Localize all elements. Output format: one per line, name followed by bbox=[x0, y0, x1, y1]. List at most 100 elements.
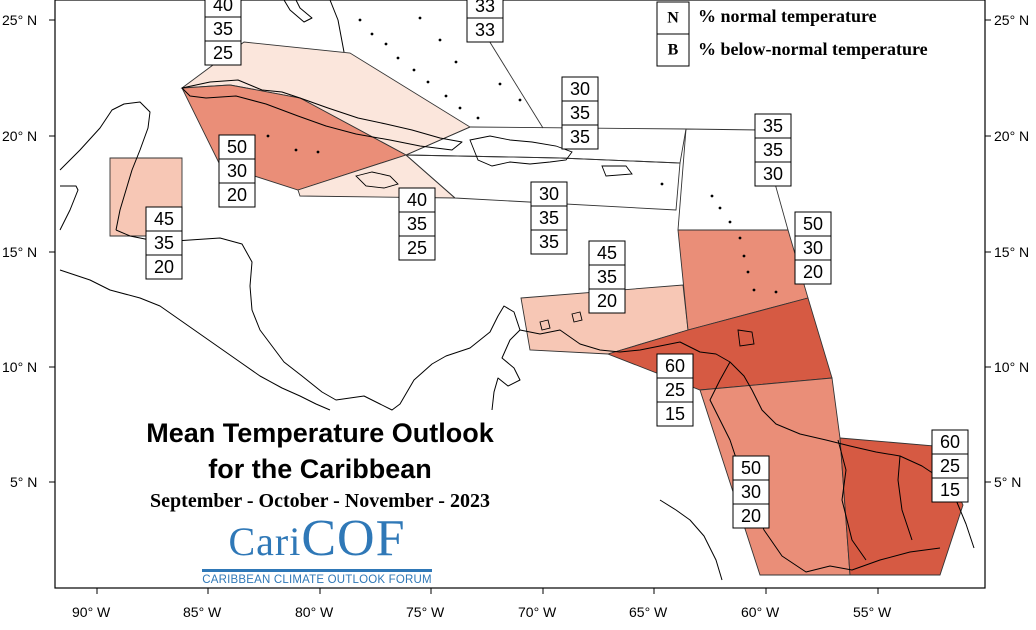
prob-box-hispaniola: 30 35 35 bbox=[561, 76, 599, 150]
lon-label-65: 65° W bbox=[629, 604, 668, 620]
coastlines bbox=[59, 0, 975, 581]
coast-gulf bbox=[329, 0, 345, 53]
latitude-axis: 25° N 20° N 15° N 10° N 5° N 25° N 20° N… bbox=[2, 12, 1029, 490]
prob-box-windwards: 50 30 20 bbox=[794, 211, 832, 285]
prob-above: 45 bbox=[154, 209, 174, 229]
prob-above: 40 bbox=[213, 0, 233, 15]
island-aruba-curacao bbox=[539, 311, 583, 331]
prob-normal: 35 bbox=[213, 19, 233, 39]
map-period: September - October - November - 2023 bbox=[150, 490, 490, 512]
forecast-regions bbox=[109, 9, 964, 576]
island-puerto-rico bbox=[601, 165, 633, 177]
coast-border-guyana bbox=[837, 439, 867, 561]
probability-boxes: 40 35 25 33 33 50 30 20 45 35 20 40 35 bbox=[145, 0, 969, 529]
coast-mexico-west bbox=[59, 185, 79, 231]
prob-box-north-cuba-bahamas: 40 35 25 bbox=[204, 0, 242, 66]
island-dots-bahamas bbox=[358, 16, 522, 120]
prob-below: 35 bbox=[539, 232, 559, 252]
prob-below: 20 bbox=[227, 185, 247, 205]
prob-normal: 35 bbox=[539, 208, 559, 228]
prob-below: 35 bbox=[570, 127, 590, 147]
logo-caption: CARIBBEAN CLIMATE OUTLOOK FORUM bbox=[202, 574, 432, 586]
lon-label-70: 70° W bbox=[518, 604, 557, 620]
prob-above: 30 bbox=[570, 79, 590, 99]
lon-label-80: 80° W bbox=[295, 604, 334, 620]
prob-normal: 30 bbox=[227, 161, 247, 181]
legend-text-below: % below-normal temperature bbox=[698, 39, 928, 59]
prob-above: 35 bbox=[763, 116, 783, 136]
prob-box-jamaica: 40 35 25 bbox=[398, 187, 436, 261]
coast-florida bbox=[283, 0, 313, 23]
island-hispaniola bbox=[469, 135, 573, 167]
coast-border-suriname bbox=[897, 455, 913, 541]
island-trinidad bbox=[737, 329, 755, 347]
prob-box-northern-leewards: 35 35 30 bbox=[754, 113, 792, 187]
map-title-line1: Mean Temperature Outlook bbox=[146, 418, 494, 448]
coast-cuba bbox=[181, 79, 463, 151]
coast-yucatan bbox=[59, 101, 151, 231]
legend: N % normal temperature B % below-normal … bbox=[656, 1, 928, 67]
legend-key-normal: N bbox=[667, 10, 679, 27]
prob-above: 40 bbox=[407, 190, 427, 210]
coast-central-america-pacific bbox=[59, 269, 331, 411]
region-northern-leewards-outline bbox=[677, 128, 789, 231]
lat-label-5-left: 5° N bbox=[10, 474, 37, 490]
prob-normal: 30 bbox=[803, 238, 823, 258]
prob-normal: 35 bbox=[570, 103, 590, 123]
legend-text-normal: % normal temperature bbox=[698, 6, 877, 26]
legend-key-box-below bbox=[656, 33, 690, 67]
lat-label-15-right: 15° N bbox=[994, 244, 1029, 260]
prob-below: 20 bbox=[803, 262, 823, 282]
lat-label-20-left: 20° N bbox=[2, 128, 37, 144]
prob-normal: 35 bbox=[763, 140, 783, 160]
prob-above: 60 bbox=[665, 356, 685, 376]
lat-label-15-left: 15° N bbox=[2, 244, 37, 260]
prob-below: 15 bbox=[665, 404, 685, 424]
coast-south-america-north bbox=[519, 329, 975, 549]
prob-normal: 33 bbox=[475, 0, 495, 16]
lon-label-55: 55° W bbox=[853, 604, 892, 620]
lat-label-20-right: 20° N bbox=[994, 128, 1029, 144]
logo-rule bbox=[202, 569, 432, 572]
prob-below: 20 bbox=[741, 506, 761, 526]
lat-label-5-right: 5° N bbox=[994, 474, 1021, 490]
prob-below: 30 bbox=[763, 164, 783, 184]
lon-label-75: 75° W bbox=[406, 604, 445, 620]
prob-below: 25 bbox=[407, 238, 427, 258]
prob-above: 50 bbox=[741, 458, 761, 478]
lat-label-25-right: 25° N bbox=[994, 12, 1029, 28]
lon-label-85: 85° W bbox=[183, 604, 222, 620]
prob-below: 33 bbox=[475, 20, 495, 40]
prob-box-abc-islands: 45 35 20 bbox=[588, 240, 626, 314]
prob-above: 60 bbox=[940, 432, 960, 452]
island-dots-lesser-antilles bbox=[266, 134, 778, 294]
prob-normal: 35 bbox=[154, 233, 174, 253]
legend-key-below: B bbox=[668, 42, 679, 59]
lat-label-10-right: 10° N bbox=[994, 359, 1029, 375]
prob-box-puerto-rico: 30 35 35 bbox=[530, 181, 568, 255]
region-puerto-rico-outline bbox=[404, 154, 681, 211]
lon-label-90: 90° W bbox=[72, 604, 111, 620]
prob-normal: 25 bbox=[665, 380, 685, 400]
map-title-line2: for the Caribbean bbox=[208, 454, 432, 484]
caricof-logo: CariCOF CARIBBEAN CLIMATE OUTLOOK FORUM bbox=[200, 512, 434, 586]
prob-below: 25 bbox=[213, 43, 233, 63]
prob-normal: 25 bbox=[940, 456, 960, 476]
prob-box-belize: 45 35 20 bbox=[145, 206, 183, 280]
prob-box-cayman-jamaica: 50 30 20 bbox=[218, 134, 256, 208]
prob-above: 45 bbox=[597, 243, 617, 263]
islands bbox=[266, 16, 778, 347]
prob-above: 50 bbox=[227, 137, 247, 157]
coast-colombia-south bbox=[659, 499, 723, 581]
prob-box-suriname-french-guiana: 60 25 15 bbox=[931, 429, 969, 503]
prob-normal: 30 bbox=[741, 482, 761, 502]
prob-box-guyana: 50 30 20 bbox=[732, 455, 770, 529]
prob-normal: 35 bbox=[597, 267, 617, 287]
coast-central-america bbox=[115, 229, 521, 411]
prob-box-turks-caicos: 33 33 bbox=[466, 0, 504, 43]
lat-label-25-left: 25° N bbox=[2, 12, 37, 28]
legend-key-box-normal bbox=[656, 1, 690, 35]
prob-below: 15 bbox=[940, 480, 960, 500]
longitude-axis: 90° W 85° W 80° W 75° W 70° W 65° W 60° … bbox=[72, 588, 892, 620]
